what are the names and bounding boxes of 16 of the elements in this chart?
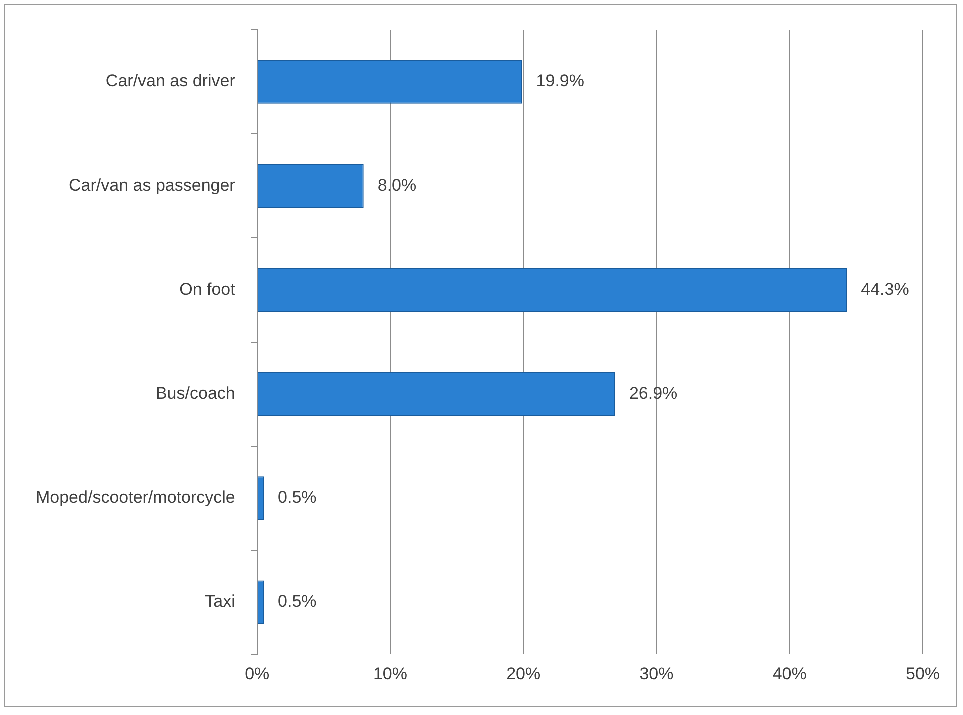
data-label: 0.5% bbox=[278, 488, 317, 508]
y-tick-label: Car/van as passenger bbox=[69, 176, 236, 195]
y-tick-label: Moped/scooter/motorcycle bbox=[36, 488, 236, 508]
x-tick-label: 0% bbox=[245, 664, 270, 684]
data-label: 19.9% bbox=[536, 72, 584, 91]
x-tick-label: 30% bbox=[640, 664, 674, 684]
y-tick-label: Taxi bbox=[205, 592, 236, 612]
data-label: 0.5% bbox=[278, 592, 317, 612]
y-tick-label: On foot bbox=[180, 280, 236, 299]
x-tick-label: 10% bbox=[373, 664, 408, 684]
x-tick-label: 40% bbox=[772, 664, 807, 684]
x-tick-label: 50% bbox=[906, 664, 940, 684]
y-tick-label: Car/van as driver bbox=[106, 72, 236, 91]
y-tick-label: Bus/coach bbox=[156, 384, 236, 404]
data-label: 44.3% bbox=[861, 280, 910, 299]
x-tick-label: 20% bbox=[506, 664, 541, 684]
